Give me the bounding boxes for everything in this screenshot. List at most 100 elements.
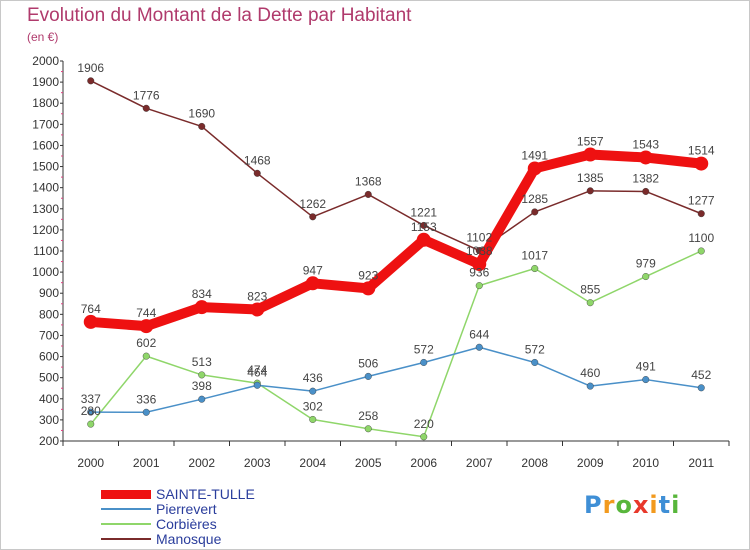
data-label: 1468 [244,153,271,167]
data-label: 855 [580,283,600,297]
y-tick-label: 1300 [32,202,59,216]
series-line [90,80,702,252]
y-tick-label: 2000 [32,54,59,68]
data-point [586,187,594,195]
data-point [472,257,487,272]
data-point [198,122,206,130]
y-tick-label: 500 [39,371,59,385]
series-manosque [87,77,705,255]
data-point [642,273,650,281]
data-point [309,415,317,423]
data-point [586,299,594,307]
data-label: 1514 [688,144,715,158]
x-tick-label: 2011 [688,456,714,470]
data-label: 744 [136,306,156,320]
data-label: 464 [247,365,267,379]
data-label: 572 [525,342,545,356]
x-tick-label: 2005 [355,456,382,470]
legend-swatch [101,489,151,499]
data-point [531,358,539,366]
proxiti-logo: Proxiti [584,491,681,519]
data-label: 302 [303,399,323,413]
data-label: 1906 [77,61,104,75]
legend-label: Manosque [156,531,222,547]
x-tick-label: 2008 [521,456,548,470]
data-label: 602 [136,336,156,350]
data-label: 644 [469,327,489,341]
legend-swatch [101,523,151,525]
x-tick-label: 2001 [133,456,160,470]
legend-item: Pierrevert [101,502,301,516]
data-label: 936 [469,266,489,280]
data-label: 1382 [632,171,659,185]
data-label: 1102 [466,231,492,245]
data-point [642,187,650,195]
y-tick-label: 1000 [32,265,59,279]
data-point [531,265,539,273]
data-point [364,372,372,380]
legend-swatch [101,538,151,540]
legend-swatch [101,508,151,510]
series-line [90,250,702,438]
data-point [364,425,372,433]
data-label: 1153 [411,220,437,234]
data-label: 337 [81,392,101,406]
data-labels: 764 744 834 823 947 923 1153 1038 1491 1557 1543 15… [77,61,715,431]
chart-title: Evolution du Montant de la Dette par Hab… [27,5,412,26]
y-tick-label: 1800 [32,96,59,110]
data-label: 1543 [632,137,659,151]
data-label: 220 [414,417,434,431]
data-label: 572 [414,342,434,356]
data-point [638,150,653,165]
y-tick-label: 800 [39,307,59,321]
x-tick-label: 2002 [188,456,215,470]
data-point [305,276,320,291]
data-point [253,169,261,177]
y-tick-label: 1700 [32,117,59,131]
data-label: 1385 [577,171,604,185]
data-point [420,358,428,366]
data-label: 923 [358,268,378,282]
data-point [586,382,594,390]
data-point [253,381,261,389]
data-label: 1690 [188,106,215,120]
data-label: 764 [81,302,101,316]
data-label: 513 [192,355,212,369]
legend-label: Pierrevert [156,501,217,517]
data-point [694,156,709,171]
y-tick-label: 1200 [32,223,59,237]
data-label: 947 [303,263,323,277]
y-tick-label: 900 [39,286,59,300]
data-point [194,300,209,315]
data-point [642,376,650,384]
data-point [142,104,150,112]
axes: 200 300 400 500 600 700 800 900 1000 1100 1200 1300… [32,54,730,470]
data-label: 823 [247,289,267,303]
y-tick-label: 600 [39,350,59,364]
data-label: 1038 [466,244,493,258]
data-point [87,420,95,428]
data-label: 460 [580,366,600,380]
y-tick-label: 1500 [32,160,59,174]
x-tick-label: 2004 [299,456,326,470]
data-label: 1491 [521,148,548,162]
data-point [142,408,150,416]
data-label: 398 [192,379,212,393]
data-label: 1100 [688,231,714,245]
data-point [583,147,598,162]
x-tick-label: 2003 [244,456,271,470]
y-tick-label: 300 [39,413,59,427]
data-label: 1262 [299,197,326,211]
data-point [309,387,317,395]
chart-subtitle: (en €) [27,30,59,44]
x-tick-label: 2009 [577,456,604,470]
data-point [527,161,542,176]
data-label: 1221 [410,205,437,219]
data-point [697,247,705,255]
data-label: 1285 [521,192,548,206]
series-sainte-tulle [83,147,709,334]
data-label: 452 [691,368,711,382]
series-line [90,346,702,414]
